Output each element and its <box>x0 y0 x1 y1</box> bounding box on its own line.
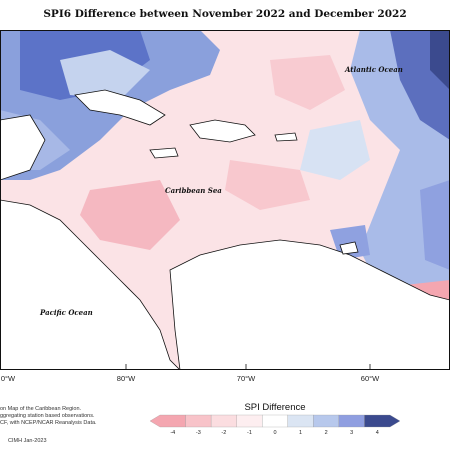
atlantic-ocean-label: Atlantic Ocean <box>345 65 403 74</box>
anomaly-region-central-caribbean <box>80 180 180 250</box>
longitude-tick-70w: 70°W <box>236 374 256 383</box>
hispaniola-land <box>189 119 256 143</box>
legend-tick-label: 0 <box>273 430 277 436</box>
legend-swatch <box>287 414 314 428</box>
map-canvas <box>0 30 450 370</box>
spi-map <box>0 30 450 370</box>
trinidad-land <box>339 241 359 255</box>
legend-swatch <box>262 414 288 428</box>
yucatan-land <box>0 114 46 181</box>
legend-tick-label: 2 <box>324 430 328 436</box>
legend-swatch <box>338 414 365 428</box>
footnote-line-1: on Map of the Caribbean Region. <box>0 406 82 412</box>
legend-tick-label: -1 <box>246 430 252 436</box>
legend-cells <box>150 414 400 428</box>
anomaly-region-atlantic-pink <box>270 55 345 110</box>
longitude-tick-80w: 80°W <box>116 374 136 383</box>
legend-tick-label: 4 <box>375 430 379 436</box>
footnote-line-3: CF, with NCEP/NCAR Reanalysis Data. <box>0 420 97 426</box>
legend-swatch <box>210 414 237 428</box>
anomaly-region-bahamas <box>60 50 150 100</box>
legend-tick-label: -4 <box>170 430 176 436</box>
legend-title: SPI Difference <box>244 402 306 413</box>
anomaly-region-south-caribbean <box>225 160 310 210</box>
footnote-line-2: ggregating station based observations. <box>0 413 95 419</box>
south-america-land <box>169 239 450 370</box>
pacific-ocean-label: Pacific Ocean <box>40 308 93 317</box>
legend-colorbar <box>150 414 400 428</box>
jamaica-land <box>149 147 179 159</box>
legend-swatch <box>313 414 340 428</box>
cuba-land <box>74 89 166 126</box>
puerto-rico-land <box>274 132 298 142</box>
legend-tick-label: 3 <box>350 430 354 436</box>
anomaly-region-atlantic-east <box>420 180 450 270</box>
longitude-tick-edge: 0°W <box>0 374 16 383</box>
anomaly-region-leeward <box>300 120 370 180</box>
legend-tick-label: -3 <box>195 430 201 436</box>
credit-text: CIMH Jan-2023 <box>8 438 47 444</box>
legend-tick-label: -2 <box>221 430 227 436</box>
legend-tick-label: 1 <box>299 430 303 436</box>
longitude-tick-60w: 60°W <box>360 374 380 383</box>
map-title: SPI6 Difference between November 2022 an… <box>43 8 407 20</box>
anomaly-region-northeast-core <box>430 30 450 90</box>
legend-swatch <box>185 414 212 428</box>
legend-swatch <box>236 414 263 428</box>
caribbean-sea-label: Caribbean Sea <box>165 186 222 195</box>
legend-swatch <box>150 414 186 428</box>
land-masses <box>0 89 450 370</box>
central-america-land <box>0 199 181 370</box>
legend-swatch <box>364 414 400 428</box>
